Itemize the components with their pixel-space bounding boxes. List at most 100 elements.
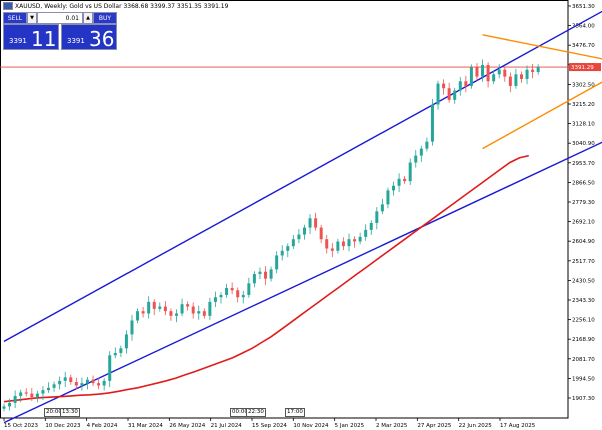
time-label: 10 Nov 2024 <box>293 423 329 429</box>
candle-body <box>369 222 373 230</box>
candle-body <box>392 185 396 191</box>
candle-body <box>130 320 134 335</box>
current-price-tag <box>569 63 601 72</box>
candle-body <box>113 352 117 356</box>
candle-body <box>108 355 112 381</box>
candle-body <box>252 274 256 284</box>
moving-average-line <box>3 154 529 403</box>
price-label: 3215.20 <box>572 102 595 108</box>
candle-body <box>136 311 140 321</box>
candle-body <box>286 246 290 251</box>
candle-body <box>458 81 462 91</box>
candle-body <box>353 239 357 242</box>
sell-price-small: 3391 <box>9 37 27 45</box>
candle-body <box>503 69 507 77</box>
candle-body <box>264 271 268 279</box>
candle-body <box>13 395 17 403</box>
candle-body <box>330 248 334 251</box>
candle-body <box>397 178 401 186</box>
candle-body <box>97 383 101 386</box>
candle-body <box>124 334 128 349</box>
time-box-5: 17:00 <box>285 408 305 417</box>
candle-body <box>247 283 251 295</box>
sell-price-box[interactable]: 3391 11 <box>3 24 59 51</box>
price-label: 2779.30 <box>572 200 595 206</box>
candle-body <box>291 239 295 247</box>
candle-body <box>236 290 240 298</box>
lot-increase-icon[interactable]: ▲ <box>83 12 93 24</box>
candle-body <box>241 294 245 298</box>
candle-body <box>481 65 485 77</box>
candle-body <box>74 382 78 386</box>
candle-body <box>91 379 95 384</box>
candle-body <box>119 348 123 353</box>
price-label: 3564.00 <box>572 24 595 30</box>
candle-body <box>430 104 434 142</box>
candle-body <box>30 393 34 398</box>
time-label: 10 Dec 2023 <box>45 423 81 429</box>
price-label: 1994.50 <box>572 376 595 382</box>
one-click-trading-panel: SELL ▼ 0.01 ▲ BUY 3391 11 3391 36 <box>3 12 117 51</box>
price-label: 2430.50 <box>572 278 595 284</box>
price-label: 2168.90 <box>572 337 595 343</box>
candle-body <box>47 387 51 391</box>
price-label: 2343.30 <box>572 298 595 304</box>
candle-body <box>308 218 312 228</box>
sell-button[interactable]: SELL <box>3 12 27 24</box>
price-label: 2692.10 <box>572 220 595 226</box>
buy-price-big: 36 <box>89 27 115 51</box>
price-label: 3040.90 <box>572 141 595 147</box>
candle-body <box>230 287 234 291</box>
candle-body <box>492 74 496 82</box>
price-label: 3128.10 <box>572 122 595 128</box>
time-label: 4 Feb 2024 <box>87 423 118 429</box>
candle-body <box>174 313 178 316</box>
candle-body <box>258 271 262 275</box>
buy-button[interactable]: BUY <box>93 12 117 24</box>
candle-body <box>469 67 473 86</box>
candle-body <box>403 178 407 182</box>
candle-body <box>52 384 56 388</box>
time-label: 2 Mar 2025 <box>376 423 408 429</box>
triangle-upper-line <box>482 34 602 60</box>
price-label: 2256.10 <box>572 318 595 324</box>
candle-body <box>341 241 345 247</box>
candle-body <box>191 306 195 314</box>
candle-body <box>447 88 451 100</box>
candle-body <box>169 311 173 316</box>
time-label: 17 Aug 2025 <box>500 423 536 429</box>
price-label: 2517.70 <box>572 259 595 265</box>
sell-price-big: 11 <box>31 27 57 51</box>
candle-body <box>525 69 529 79</box>
candle-body <box>302 227 306 235</box>
candle-body <box>419 148 423 156</box>
time-box-2: 13:30 <box>60 408 80 417</box>
price-label: 3651.30 <box>572 4 595 10</box>
candle-body <box>158 306 162 309</box>
lot-decrease-icon[interactable]: ▼ <box>27 12 37 24</box>
candle-body <box>536 67 540 72</box>
lot-size-input[interactable]: 0.01 <box>37 12 83 24</box>
candle-body <box>436 83 440 105</box>
candle-body <box>141 311 145 314</box>
current-price-label: 3391.29 <box>571 65 594 71</box>
candle-body <box>486 65 490 82</box>
price-label: 1907.30 <box>572 396 595 402</box>
candle-body <box>80 383 84 386</box>
time-label: 26 May 2024 <box>169 423 205 429</box>
time-label: 5 Jan 2025 <box>335 423 365 429</box>
candle-body <box>35 393 39 398</box>
time-label: 21 Jul 2024 <box>211 423 243 429</box>
chart-title: XAUUSD, Weekly: Gold vs US Dollar 3368.6… <box>15 2 229 10</box>
candle-body <box>41 390 45 394</box>
candle-body <box>380 204 384 212</box>
candle-body <box>347 239 351 247</box>
price-label: 3476.70 <box>572 43 595 49</box>
buy-price-box[interactable]: 3391 36 <box>61 24 117 51</box>
candle-body <box>69 377 73 383</box>
candle-body <box>2 406 6 409</box>
channel-lower-line <box>3 141 602 424</box>
candle-body <box>425 141 429 149</box>
candle-body <box>8 402 12 407</box>
